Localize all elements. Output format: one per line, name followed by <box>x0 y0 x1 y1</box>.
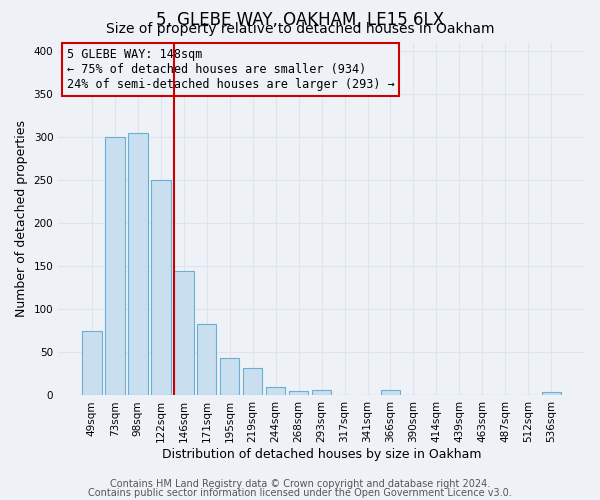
Bar <box>128 133 148 396</box>
Bar <box>542 392 561 396</box>
X-axis label: Distribution of detached houses by size in Oakham: Distribution of detached houses by size … <box>162 448 481 461</box>
Bar <box>312 390 331 396</box>
Text: 5, GLEBE WAY, OAKHAM, LE15 6LX: 5, GLEBE WAY, OAKHAM, LE15 6LX <box>156 11 444 29</box>
Bar <box>174 270 194 396</box>
Bar <box>82 331 101 396</box>
Bar <box>105 137 125 396</box>
Bar <box>243 368 262 396</box>
Y-axis label: Number of detached properties: Number of detached properties <box>15 120 28 318</box>
Text: Size of property relative to detached houses in Oakham: Size of property relative to detached ho… <box>106 22 494 36</box>
Text: Contains public sector information licensed under the Open Government Licence v3: Contains public sector information licen… <box>88 488 512 498</box>
Bar <box>381 390 400 396</box>
Bar <box>197 324 217 396</box>
Text: Contains HM Land Registry data © Crown copyright and database right 2024.: Contains HM Land Registry data © Crown c… <box>110 479 490 489</box>
Bar <box>220 358 239 396</box>
Bar <box>266 387 286 396</box>
Text: 5 GLEBE WAY: 148sqm
← 75% of detached houses are smaller (934)
24% of semi-detac: 5 GLEBE WAY: 148sqm ← 75% of detached ho… <box>67 48 394 91</box>
Bar <box>151 180 170 396</box>
Bar <box>289 391 308 396</box>
